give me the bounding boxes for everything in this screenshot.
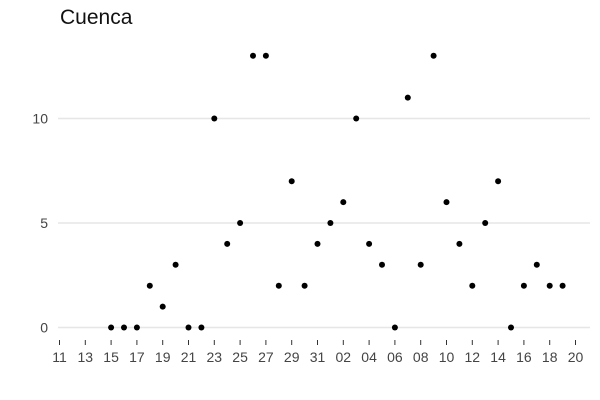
grid-layer — [58, 117, 590, 329]
data-point — [559, 282, 566, 289]
x-tick-label: 16 — [516, 349, 532, 365]
data-point — [198, 324, 205, 331]
x-tick-label: 14 — [490, 349, 506, 365]
data-point — [288, 178, 295, 185]
data-point — [520, 282, 527, 289]
data-point — [133, 324, 140, 331]
data-point — [443, 199, 450, 206]
x-tick-label: 21 — [181, 349, 197, 365]
data-point — [211, 115, 218, 122]
x-tick-label: 11 — [52, 349, 67, 365]
y-tick-label: 10 — [32, 111, 48, 127]
data-point — [508, 324, 514, 331]
x-tick-label: 06 — [387, 349, 403, 365]
data-point — [495, 178, 502, 185]
y-tick-label: 0 — [40, 320, 48, 336]
data-point — [456, 240, 463, 247]
data-point — [533, 261, 540, 268]
data-point — [430, 52, 437, 59]
data-point — [327, 220, 334, 226]
data-point — [391, 324, 398, 331]
axis-layer: 0 5 10 11 13 15 17 19 21 23 25 27 29 31 02 04 06 08 10 12 14… — [32, 111, 583, 366]
data-point — [546, 282, 553, 289]
x-tick-label: 04 — [361, 349, 377, 365]
x-tick-label: 13 — [78, 349, 94, 365]
x-tick-label: 27 — [258, 349, 274, 365]
data-point — [275, 282, 282, 289]
data-point — [224, 240, 231, 247]
chart-title: Cuenca — [60, 6, 133, 29]
data-point — [159, 303, 166, 310]
y-tick-label: 5 — [40, 215, 48, 231]
x-tick-label: 31 — [310, 349, 326, 365]
data-point — [301, 282, 308, 289]
x-tick-label: 15 — [103, 349, 119, 365]
data-point — [172, 261, 179, 268]
point-layer — [108, 52, 566, 331]
x-tick-label: 19 — [155, 349, 171, 365]
data-point — [340, 199, 347, 206]
x-tick-label: 20 — [568, 349, 584, 365]
data-point — [237, 220, 244, 226]
data-point — [262, 52, 269, 59]
data-point — [108, 324, 115, 331]
data-point — [417, 261, 424, 268]
x-tick-label: 08 — [413, 349, 429, 365]
data-point — [185, 324, 192, 331]
x-tick-label: 17 — [129, 349, 145, 365]
x-tick-label: 12 — [465, 349, 481, 365]
x-tick-label: 29 — [284, 349, 300, 365]
data-point — [366, 240, 373, 247]
data-point — [482, 220, 489, 226]
x-tick-label: 25 — [232, 349, 248, 365]
data-point — [146, 282, 153, 289]
x-tick-label: 02 — [336, 349, 352, 365]
data-point — [353, 115, 360, 122]
data-point — [121, 324, 127, 331]
data-point — [250, 52, 256, 59]
x-tick-label: 10 — [439, 349, 455, 365]
data-point — [379, 261, 385, 268]
x-tick-label: 18 — [542, 349, 558, 365]
data-point — [469, 282, 476, 289]
x-tick-label: 23 — [207, 349, 223, 365]
data-point — [404, 94, 411, 101]
data-point — [314, 240, 321, 247]
